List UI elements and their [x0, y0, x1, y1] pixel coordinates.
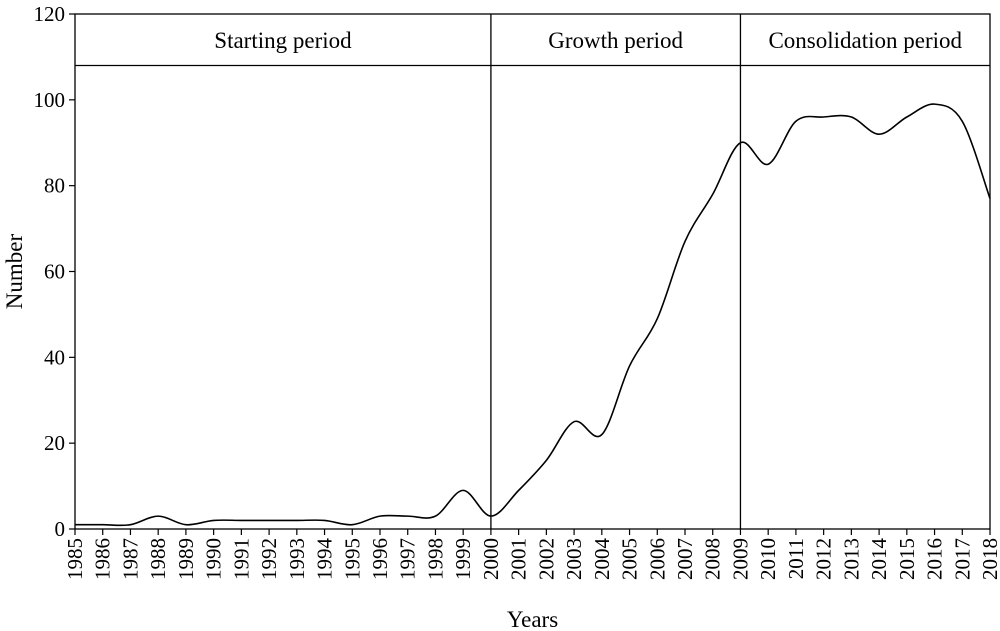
- x-tick-label: 1996: [368, 538, 392, 580]
- y-tick-label: 40: [44, 345, 65, 369]
- series-line: [74, 103, 991, 527]
- y-tick-label: 120: [34, 2, 66, 26]
- y-axis-title: Number: [2, 233, 27, 309]
- y-tick-label: 20: [44, 431, 65, 455]
- x-tick-label: 2006: [645, 538, 669, 580]
- x-tick-label: 2004: [590, 538, 614, 581]
- x-tick-label: 2010: [756, 538, 780, 580]
- x-tick-label: 2017: [950, 538, 974, 580]
- x-tick-label: 1986: [91, 538, 115, 580]
- x-axis: 1985 1986 1987 1988 1989 1990 1991 1992 1993 1994…: [63, 529, 1000, 580]
- x-tick-label: 1995: [340, 538, 364, 580]
- y-tick-label: 60: [44, 260, 65, 284]
- x-tick-label: 1991: [229, 538, 253, 580]
- y-tick-label: 100: [34, 88, 66, 112]
- y-tick-label: 0: [55, 517, 66, 541]
- x-tick-label: 1988: [146, 538, 170, 580]
- y-axis: 0 20 40 60 80 100 120: [34, 2, 75, 541]
- y-tick-label: 80: [44, 174, 65, 198]
- x-tick-label: 1987: [118, 538, 142, 580]
- x-tick-label: 1998: [423, 538, 447, 580]
- x-tick-label: 2000: [479, 538, 503, 580]
- x-tick-label: 2016: [923, 538, 947, 580]
- x-tick-label: 2013: [839, 538, 863, 580]
- x-axis-title: Years: [507, 607, 558, 631]
- period-band: Starting period Growth period Consolidatio…: [75, 14, 990, 529]
- x-tick-label: 1992: [257, 538, 281, 580]
- x-tick-label: 1985: [63, 538, 87, 580]
- x-tick-label: 2003: [562, 538, 586, 580]
- x-tick-label: 1999: [451, 538, 475, 580]
- period-label: Growth period: [548, 28, 683, 53]
- x-tick-label: 2005: [618, 538, 642, 580]
- x-tick-label: 1990: [202, 538, 226, 580]
- period-label: Starting period: [214, 28, 352, 53]
- x-tick-label: 2014: [867, 538, 891, 581]
- period-label: Consolidation period: [768, 28, 962, 53]
- x-tick-label: 1994: [313, 538, 337, 581]
- x-tick-label: 1989: [174, 538, 198, 580]
- x-tick-label: 2007: [673, 538, 697, 580]
- x-tick-label: 2002: [534, 538, 558, 580]
- plot-frame: [74, 13, 991, 530]
- x-tick-label: 1993: [285, 538, 309, 580]
- x-tick-label: 2018: [978, 538, 1000, 580]
- data-points: [75, 104, 990, 525]
- x-tick-label: 2009: [728, 538, 752, 580]
- x-tick-label: 1997: [396, 538, 420, 580]
- x-tick-label: 2008: [701, 538, 725, 580]
- x-tick-label: 2015: [895, 538, 919, 580]
- x-tick-label: 2001: [507, 538, 531, 580]
- x-tick-label: 2012: [812, 538, 836, 580]
- x-tick-label: 2011: [784, 538, 808, 579]
